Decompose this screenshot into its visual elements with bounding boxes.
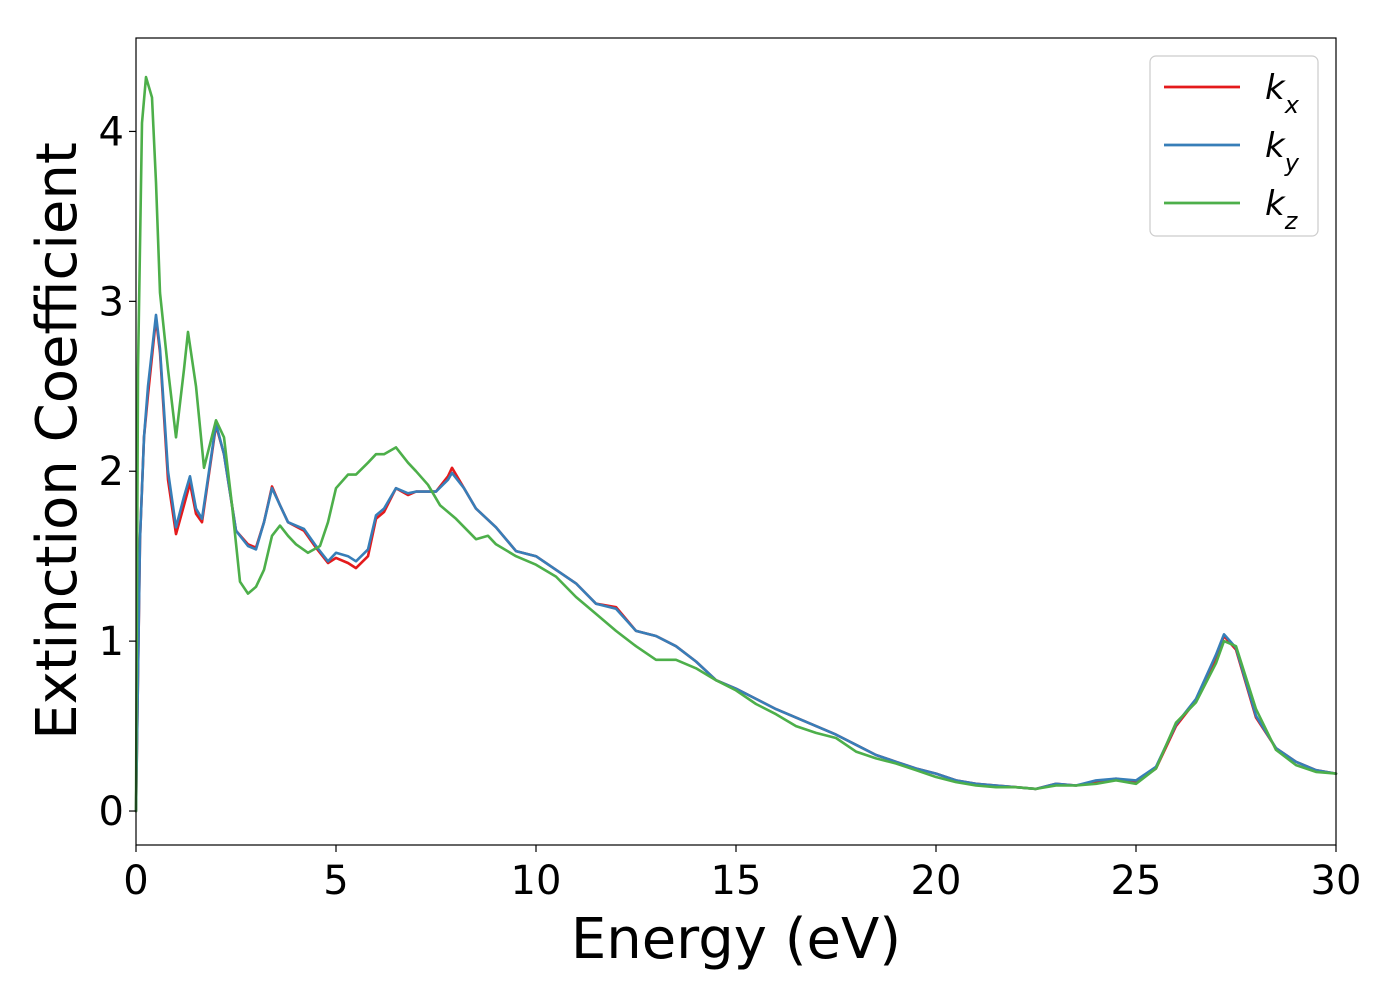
x-tick-label: 25 [1111, 858, 1162, 904]
y-tick-label: 0 [99, 789, 124, 835]
x-tick-label: 20 [911, 858, 962, 904]
series-layer [134, 75, 1338, 813]
x-tick-label: 30 [1311, 858, 1362, 904]
y-tick-label: 4 [99, 109, 124, 155]
x-tick-label: 15 [711, 858, 762, 904]
x-tick-label: 10 [511, 858, 562, 904]
y-tick-label: 1 [99, 619, 124, 665]
x-tick-label: 0 [123, 858, 148, 904]
y-axis-label: Extinction Coefficient [25, 142, 90, 740]
y-tick-label: 3 [99, 279, 124, 325]
x-tick-label: 5 [323, 858, 348, 904]
y-tick-label: 2 [99, 449, 124, 495]
x-axis-label: Energy (eV) [571, 907, 901, 972]
series-line-kz [134, 75, 1338, 813]
x-axis-ticks: 0 5 10 15 20 25 30 [123, 845, 1361, 904]
plot-area [136, 38, 1336, 845]
y-axis-ticks: 0 1 2 3 4 [99, 109, 136, 835]
